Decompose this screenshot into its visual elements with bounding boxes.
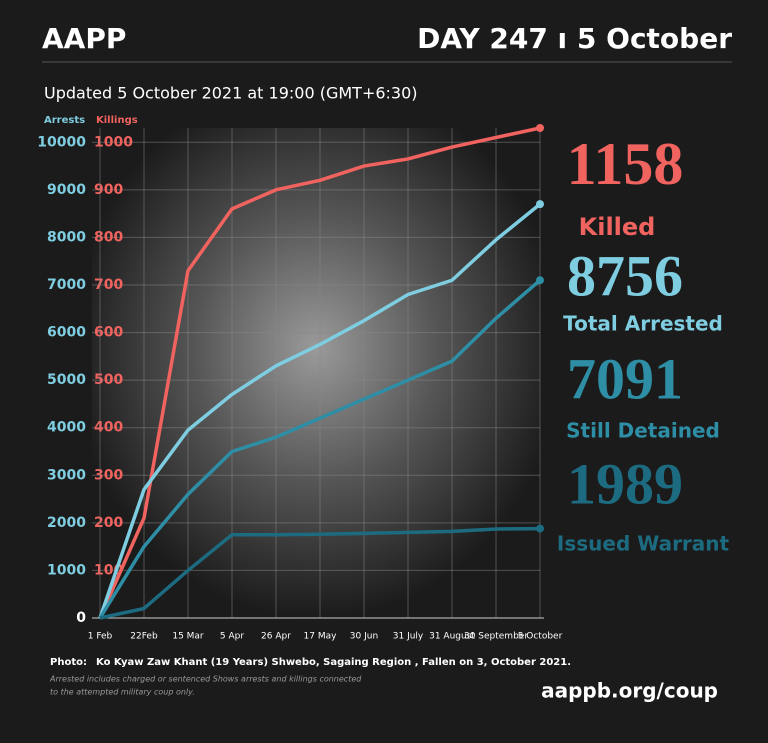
- series-line: [99, 526, 541, 620]
- x-tick-label: 30 Jun: [350, 632, 378, 642]
- legend-label: Killed: [579, 213, 656, 241]
- note: to the attempted military coup only.: [50, 688, 195, 697]
- y-axis-label: Arrests: [44, 115, 85, 126]
- x-tick-label: 22Feb: [130, 632, 158, 642]
- y2-tick-label: 1000: [94, 134, 133, 150]
- photo: [92, 128, 540, 618]
- photo-caption: Ko Kyaw Zaw Khant (19 Years) Shwebo, Sag…: [96, 657, 571, 668]
- y2-tick-label: 700: [94, 277, 123, 293]
- x-tick-label: 1 Feb: [88, 632, 113, 642]
- y2-tick-label: 800: [94, 229, 123, 245]
- y-tick-label: 5000: [47, 372, 86, 388]
- y-tick-label: 7000: [47, 277, 86, 293]
- title: AAPP: [42, 22, 126, 55]
- y2-axis-label: Killings: [96, 115, 138, 126]
- updated: Updated 5 October 2021 at 19:00 (GMT+6:3…: [44, 84, 418, 103]
- y-tick-label: 0: [76, 610, 86, 626]
- series-total: 7091: [567, 346, 683, 411]
- subtitle: DAY 247 ı 5 October: [417, 22, 732, 55]
- series-line: [98, 126, 541, 619]
- note: Arrested includes charged or sentenced S…: [49, 675, 362, 684]
- x-tick-label: 31 July: [393, 632, 424, 642]
- y-tick-label: 2000: [47, 515, 86, 531]
- y2-tick-label: 400: [94, 420, 123, 436]
- y-tick-label: 8000: [47, 229, 86, 245]
- series-total: 1158: [567, 131, 684, 197]
- x-tick-label: 30 September: [464, 632, 528, 642]
- x-tick-label: 26 Apr: [261, 632, 291, 642]
- x-tick-label: 17 May: [304, 632, 338, 642]
- y2-tick-label: 600: [94, 325, 123, 341]
- y-tick-label: 9000: [47, 182, 86, 198]
- end-point: [536, 200, 544, 209]
- y-tick-label: 1000: [47, 562, 86, 578]
- y2-tick-label: 900: [94, 182, 123, 198]
- x-tick-label: 5 Apr: [220, 632, 244, 642]
- y-tick-label: 10000: [37, 134, 86, 150]
- y2-tick-label: 200: [94, 515, 123, 531]
- y2-tick-label: 300: [94, 467, 123, 483]
- series-line: [98, 278, 542, 619]
- end-point: [536, 276, 544, 285]
- x-tick-label: 15 Mar: [172, 632, 204, 642]
- y-tick-label: 4000: [47, 420, 86, 436]
- photo-label: Photo:: [50, 657, 87, 668]
- x-tick-label: 5 October: [518, 632, 563, 642]
- legend-label: Still Detained: [566, 419, 720, 443]
- end-point: [536, 524, 544, 533]
- y2-tick-label: 500: [94, 372, 123, 388]
- y-tick-label: 6000: [47, 325, 86, 341]
- series-total: 1989: [567, 451, 683, 516]
- end-point: [536, 124, 544, 132]
- website: aappb.org/coup: [541, 679, 718, 703]
- series-total: 8756: [567, 243, 683, 308]
- y-tick-label: 3000: [47, 467, 86, 483]
- legend-label: Total Arrested: [563, 312, 723, 336]
- x-tick-label: 31 August: [429, 632, 475, 642]
- legend-label: Issued Warrant: [557, 532, 730, 556]
- series-line: [98, 202, 542, 619]
